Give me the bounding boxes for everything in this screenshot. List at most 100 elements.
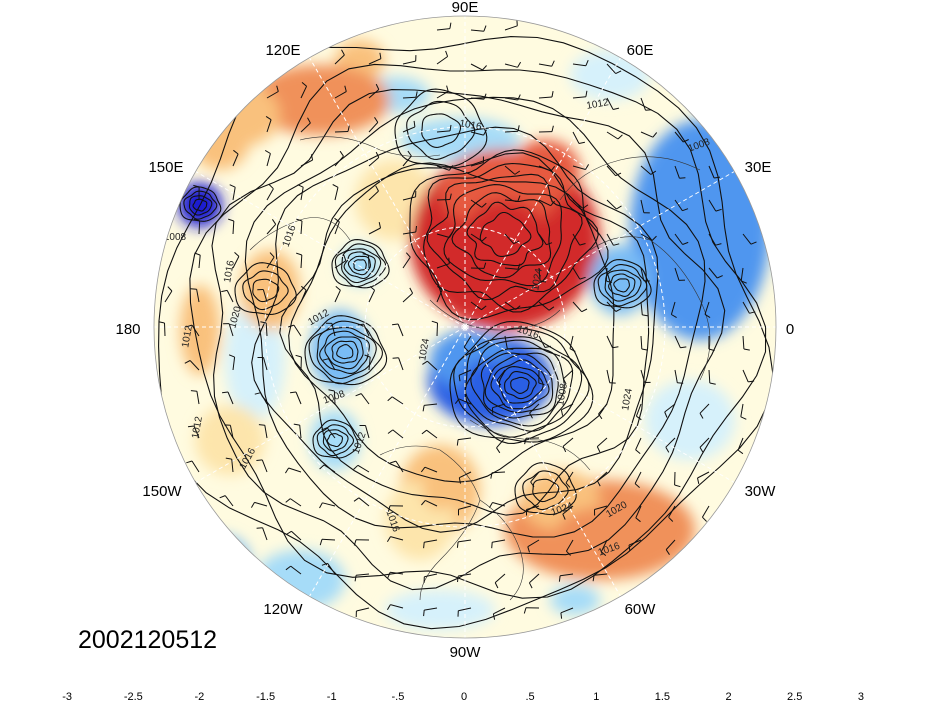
colorbar-tick-label: -2.5	[124, 691, 143, 702]
wind-barb-flag	[295, 354, 302, 358]
wind-barb	[356, 607, 370, 612]
wind-barb	[470, 233, 483, 242]
lat-lon-grid	[154, 16, 776, 638]
pressure-center-ring	[336, 344, 354, 360]
wind-barb	[392, 429, 404, 439]
wind-barb	[606, 63, 617, 74]
wind-barb	[562, 505, 574, 515]
wind-barb	[606, 301, 617, 312]
wind-barb	[640, 233, 653, 241]
pressure-center-ring	[331, 340, 359, 364]
wind-barb	[334, 289, 341, 303]
wind-barb-flag	[523, 607, 527, 614]
coastline	[429, 299, 561, 331]
anomaly-blob	[180, 285, 220, 375]
contour-value-label: 1024	[620, 387, 635, 411]
wind-barb	[640, 97, 646, 111]
wind-barb-flag	[341, 49, 345, 56]
wind-barb	[424, 573, 438, 578]
wind-barb-flag	[494, 582, 499, 589]
wind-barb	[596, 437, 608, 447]
wind-barb	[300, 289, 307, 303]
meridian-line	[195, 171, 466, 328]
wind-barb-flag	[264, 149, 271, 154]
wind-barb-flag	[387, 396, 393, 402]
wind-barb-flag	[546, 242, 553, 246]
anomaly-core-atlantic-warm	[557, 507, 643, 553]
map-border	[153, 15, 777, 639]
wind-barb-flag	[456, 439, 459, 446]
wind-barb-flag	[449, 22, 452, 29]
pressure-center-ring	[608, 273, 636, 297]
wind-barb	[191, 324, 200, 337]
pressure-center-ring	[449, 320, 594, 443]
wind-barb	[470, 199, 483, 208]
wind-barb-flag	[585, 90, 588, 97]
wind-barb	[328, 358, 336, 371]
wind-barb-flag	[517, 61, 522, 68]
wind-barb	[321, 538, 336, 541]
pressure-center-ring	[490, 359, 550, 410]
wind-barb	[742, 369, 749, 383]
wind-barb	[606, 233, 614, 246]
wind-barb	[368, 290, 376, 303]
wind-barb-flag	[677, 382, 684, 384]
wind-barb	[436, 130, 451, 133]
pressure-center-ring	[504, 370, 537, 400]
wind-barb-flag	[481, 202, 487, 208]
wind-barb	[526, 505, 540, 510]
wind-barb	[496, 437, 506, 449]
pressure-center-ring	[188, 195, 213, 216]
wind-barb-flag	[579, 276, 586, 280]
wind-barb-flag	[517, 125, 520, 132]
wind-barb-flag	[167, 286, 173, 292]
wind-barb-flag	[651, 235, 657, 241]
wind-barb-flag	[234, 252, 240, 257]
wind-barb-flag	[544, 345, 551, 348]
pressure-center-ring	[464, 339, 574, 432]
pressure-center-ring	[498, 366, 544, 404]
wind-barb-flag	[407, 150, 412, 157]
colorbar-tick-label: 1	[593, 691, 599, 702]
wind-barb-flag	[748, 380, 755, 383]
wind-barb-flag	[268, 184, 274, 190]
wind-barb-flag	[322, 358, 329, 361]
wind-barb	[640, 165, 652, 175]
anomaly-blob	[195, 405, 265, 475]
wind-barb-flag	[415, 225, 417, 233]
wind-barb	[664, 403, 676, 413]
colorbar-tick-label: -2	[195, 691, 205, 702]
wind-barb	[295, 391, 302, 405]
wind-barb	[569, 335, 574, 349]
wind-barb-flag	[448, 165, 454, 171]
wind-barb-flag	[293, 423, 300, 426]
coastline	[589, 236, 711, 381]
wind-barb	[492, 403, 506, 409]
wind-barb-flag	[378, 221, 381, 229]
wind-barb	[635, 403, 642, 417]
wind-barb	[424, 466, 438, 473]
wind-barb	[463, 335, 472, 348]
wind-barb	[572, 233, 581, 246]
wind-barb	[266, 91, 279, 99]
wind-barb-flag	[463, 346, 469, 352]
wind-barb-flag	[652, 132, 658, 138]
wind-barb	[598, 403, 608, 415]
wind-barb	[224, 495, 234, 507]
contour-value-label: 1012	[586, 97, 610, 112]
wind-barb-flag	[492, 613, 496, 620]
wind-barb-flag	[581, 308, 588, 313]
anomaly-blob	[385, 590, 495, 630]
wind-barb-flag	[355, 393, 362, 397]
pressure-center-ring	[532, 478, 560, 503]
wind-barb	[390, 571, 404, 575]
wind-barb-flag	[641, 348, 648, 351]
wind-barb	[436, 28, 450, 31]
wind-barb	[356, 573, 370, 576]
wind-barb	[334, 91, 347, 99]
colorbar-tick-label: -.5	[391, 691, 404, 702]
wind-barb-flag	[422, 405, 425, 412]
wind-barb	[470, 29, 484, 32]
wind-barb-flag	[665, 549, 670, 555]
wind-barb	[565, 471, 574, 484]
